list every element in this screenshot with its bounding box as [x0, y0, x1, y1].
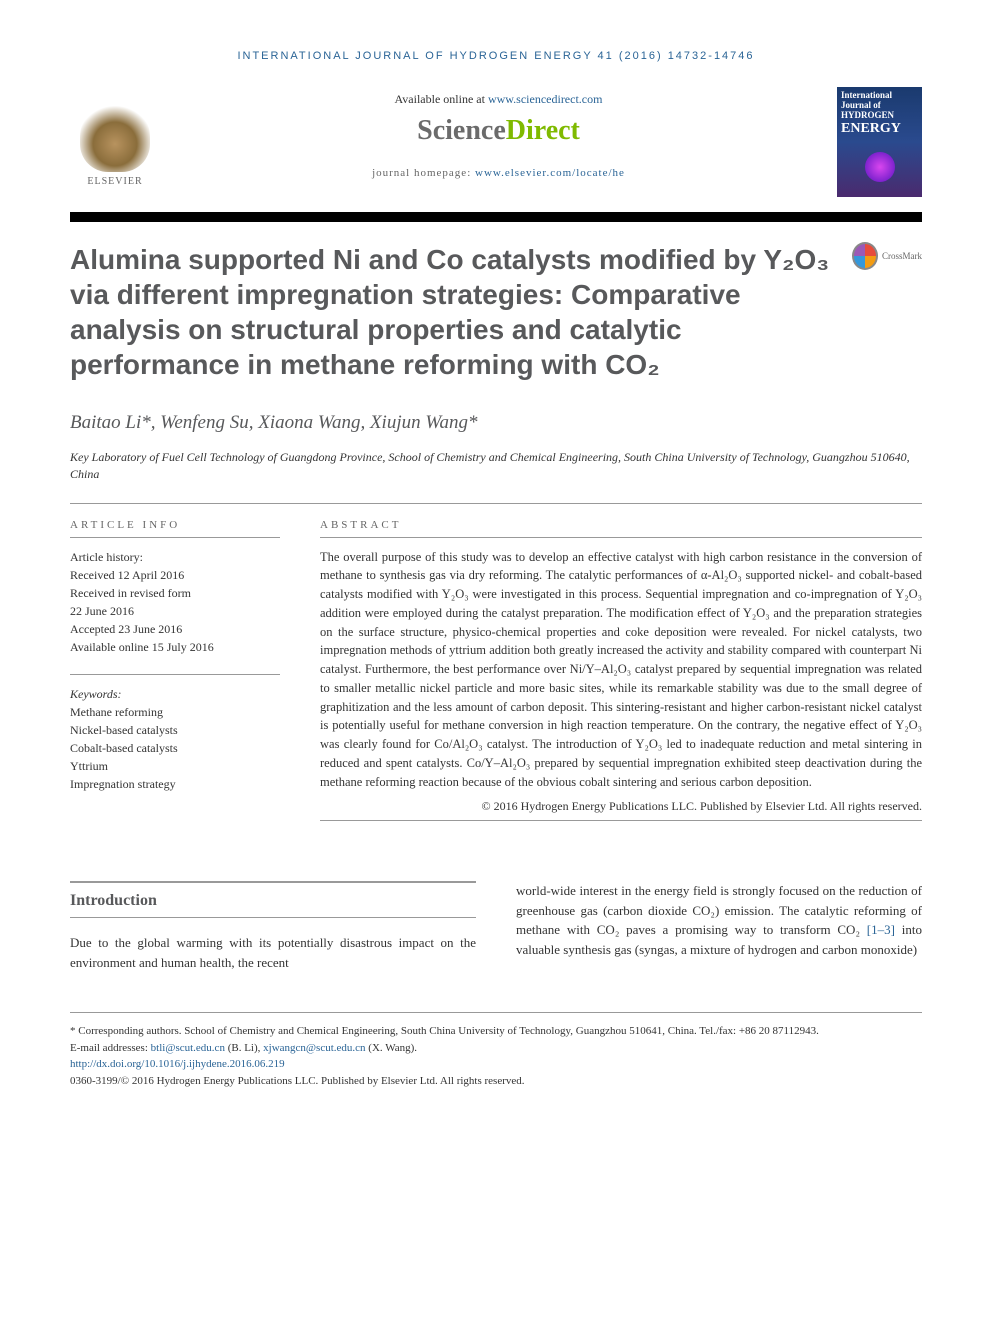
author-list: Baitao Li*, Wenfeng Su, Xiaona Wang, Xiu…	[70, 412, 477, 433]
email-name-2: (X. Wang).	[366, 1042, 417, 1054]
sd-direct-text: Direct	[506, 115, 580, 146]
divider-bar	[70, 212, 922, 222]
cover-line2: HYDROGEN	[841, 111, 918, 121]
ref-link[interactable]: [1–3]	[867, 922, 895, 937]
available-online-text: Available online at	[395, 92, 488, 106]
running-head: INTERNATIONAL JOURNAL OF HYDROGEN ENERGY…	[70, 50, 922, 62]
publisher-logo[interactable]: ELSEVIER	[70, 87, 160, 187]
homepage-label: journal homepage:	[372, 167, 475, 179]
keyword-item: Nickel-based catalysts	[70, 721, 280, 739]
abstract-end-divider	[320, 820, 922, 821]
title-row: Alumina supported Ni and Co catalysts mo…	[70, 242, 922, 382]
affiliation: Key Laboratory of Fuel Cell Technology o…	[70, 449, 922, 483]
keyword-item: Methane reforming	[70, 703, 280, 721]
history-item: 22 June 2016	[70, 602, 280, 620]
cover-line3: ENERGY	[841, 121, 918, 137]
history-item: Received in revised form	[70, 584, 280, 602]
abstract-copyright: © 2016 Hydrogen Energy Publications LLC.…	[320, 799, 922, 814]
article-title: Alumina supported Ni and Co catalysts mo…	[70, 242, 832, 382]
sd-science-text: Science	[417, 115, 506, 146]
doi-link[interactable]: http://dx.doi.org/10.1016/j.ijhydene.201…	[70, 1058, 285, 1070]
corresponding-author-note: * Corresponding authors. School of Chemi…	[70, 1023, 922, 1040]
body-col-left: Introduction Due to the global warming w…	[70, 881, 476, 972]
history-block: Article history: Received 12 April 2016 …	[70, 548, 280, 656]
body-columns: Introduction Due to the global warming w…	[70, 881, 922, 972]
email-link-2[interactable]: xjwangcn@scut.edu.cn	[263, 1042, 365, 1054]
sciencedirect-link[interactable]: www.sciencedirect.com	[488, 92, 603, 106]
sciencedirect-logo[interactable]: ScienceDirect	[180, 115, 817, 147]
history-item: Accepted 23 June 2016	[70, 620, 280, 638]
abstract-heading: ABSTRACT	[320, 519, 922, 531]
authors: Baitao Li*, Wenfeng Su, Xiaona Wang, Xiu…	[70, 412, 922, 434]
intro-para-right: world-wide interest in the energy field …	[516, 881, 922, 959]
abstract-column: ABSTRACT The overall purpose of this stu…	[320, 519, 922, 832]
header-center: Available online at www.sciencedirect.co…	[180, 87, 817, 179]
cover-graphic-icon	[865, 152, 895, 182]
history-label: Article history:	[70, 548, 280, 566]
article-info: ARTICLE INFO Article history: Received 1…	[70, 519, 280, 832]
crossmark-icon	[852, 242, 878, 270]
keyword-item: Impregnation strategy	[70, 775, 280, 793]
issn-copyright: 0360-3199/© 2016 Hydrogen Energy Publica…	[70, 1073, 922, 1090]
journal-homepage: journal homepage: www.elsevier.com/locat…	[180, 167, 817, 179]
keywords-block: Keywords: Methane reforming Nickel-based…	[70, 685, 280, 793]
email-line: E-mail addresses: btli@scut.edu.cn (B. L…	[70, 1040, 922, 1057]
header-row: ELSEVIER Available online at www.science…	[70, 87, 922, 197]
journal-cover[interactable]: International Journal of HYDROGEN ENERGY	[837, 87, 922, 197]
publisher-name: ELSEVIER	[87, 176, 142, 187]
cover-line1: International Journal of	[841, 91, 918, 111]
keywords-label: Keywords:	[70, 685, 280, 703]
available-online: Available online at www.sciencedirect.co…	[180, 92, 817, 107]
history-item: Available online 15 July 2016	[70, 638, 280, 656]
abstract-divider	[320, 537, 922, 538]
abstract-text: The overall purpose of this study was to…	[320, 548, 922, 792]
divider	[70, 503, 922, 504]
email-link-1[interactable]: btli@scut.edu.cn	[151, 1042, 225, 1054]
body-col-right: world-wide interest in the energy field …	[516, 881, 922, 972]
intro-text-pre: world-wide interest in the energy field …	[516, 883, 922, 937]
info-abstract-row: ARTICLE INFO Article history: Received 1…	[70, 519, 922, 832]
section-heading-introduction: Introduction	[70, 881, 476, 918]
intro-para-left: Due to the global warming with its poten…	[70, 933, 476, 972]
keyword-item: Cobalt-based catalysts	[70, 739, 280, 757]
email-label: E-mail addresses:	[70, 1042, 151, 1054]
crossmark-label: CrossMark	[882, 251, 922, 261]
crossmark-badge[interactable]: CrossMark	[852, 242, 922, 270]
info-divider	[70, 674, 280, 675]
homepage-link[interactable]: www.elsevier.com/locate/he	[475, 167, 625, 179]
article-info-heading: ARTICLE INFO	[70, 519, 280, 531]
footnotes: * Corresponding authors. School of Chemi…	[70, 1012, 922, 1089]
elsevier-tree-icon	[80, 102, 150, 172]
email-name-1: (B. Li),	[225, 1042, 263, 1054]
keyword-item: Yttrium	[70, 757, 280, 775]
history-item: Received 12 April 2016	[70, 566, 280, 584]
info-divider	[70, 537, 280, 538]
